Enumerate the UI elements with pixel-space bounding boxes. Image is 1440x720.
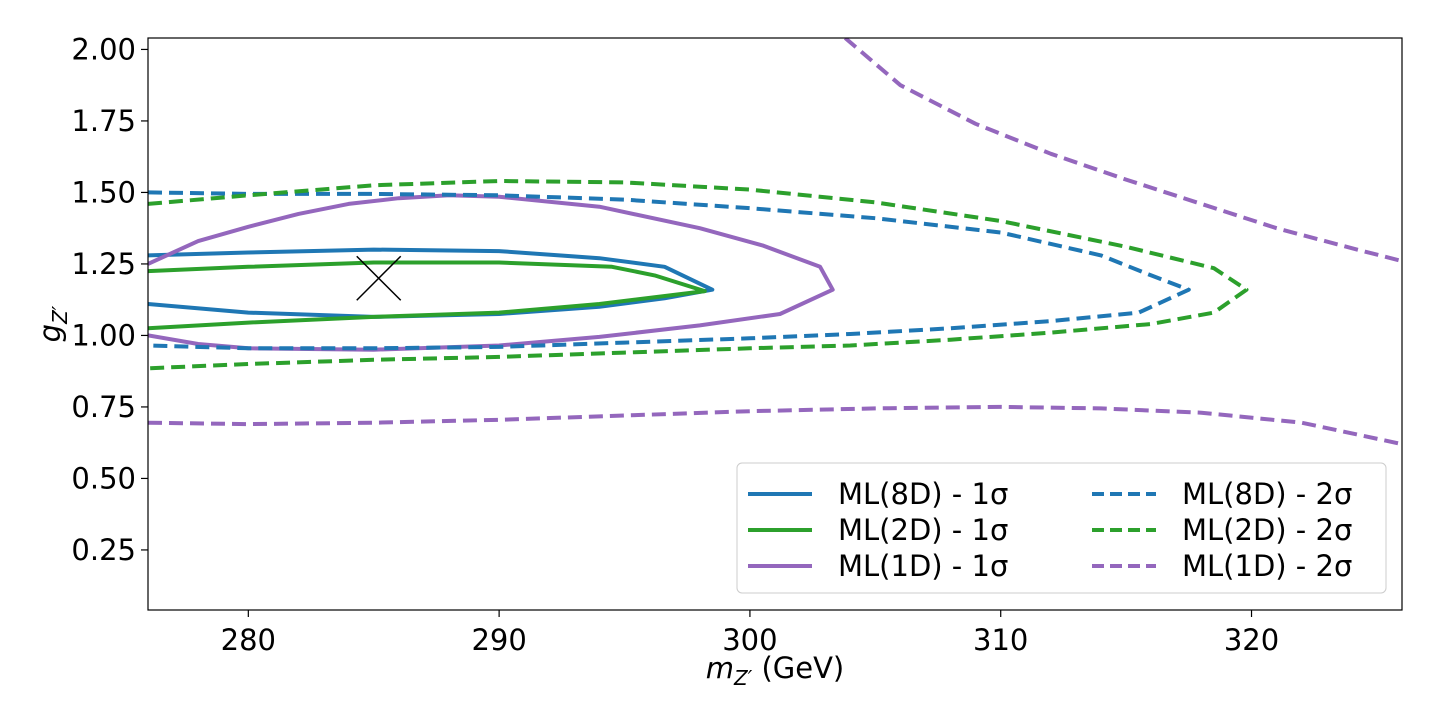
y-axis-ticks: 0.25 0.50 0.75 1.00 1.25 1.50 1.75 2.00 [71, 32, 148, 567]
best-fit-marker-stroke-b [356, 255, 402, 301]
y-tick-label: 1.50 [71, 175, 136, 209]
x-axis-label-subscript: Z′ [733, 666, 753, 690]
y-tick-label: 1.25 [71, 247, 136, 281]
legend-entry: ML(1D) - 1σ [748, 549, 1008, 583]
y-axis-label: gZ′ [33, 305, 72, 342]
x-axis-ticks: 280 290 300 310 320 [221, 610, 1279, 657]
x-axis-label-symbol: m [706, 651, 734, 685]
series-line-6 [843, 38, 1402, 264]
legend-entry: ML(2D) - 2σ [1092, 513, 1352, 547]
legend-label: ML(8D) - 1σ [838, 477, 1008, 511]
series-line-5 [148, 179, 1249, 371]
x-tick-label: 290 [471, 623, 526, 657]
y-tick-label: 0.75 [71, 390, 136, 424]
x-axis-label-unit: (GeV) [752, 651, 844, 685]
y-tick-label: 0.50 [71, 461, 136, 495]
y-tick-label: 2.00 [71, 32, 136, 66]
legend-entry: ML(2D) - 1σ [748, 513, 1008, 547]
legend-entry: ML(1D) - 2σ [1092, 549, 1352, 583]
x-axis-label: mZ′ (GeV) [706, 651, 845, 690]
x-tick-label: 300 [722, 623, 777, 657]
series-line-7 [148, 404, 1402, 447]
y-tick-label: 0.25 [71, 533, 136, 567]
x-tick-label: 280 [221, 623, 276, 657]
y-axis-label-subscript: Z′ [48, 305, 72, 325]
series-line-4 [148, 190, 1191, 351]
plot-frame [147, 37, 1403, 611]
series-layer [148, 38, 1402, 447]
x-tick-label: 320 [1224, 623, 1279, 657]
x-tick-label: 310 [973, 623, 1028, 657]
legend-label: ML(8D) - 2σ [1182, 477, 1352, 511]
y-tick-label: 1.00 [71, 318, 136, 352]
legend-entry: ML(8D) - 2σ [1092, 477, 1352, 511]
legend-label: ML(2D) - 2σ [1182, 513, 1352, 547]
marker-layer [356, 255, 402, 301]
legend-label: ML(1D) - 2σ [1182, 549, 1352, 583]
y-axis-label-symbol: g [33, 324, 67, 342]
legend-box [736, 462, 1387, 594]
best-fit-marker [356, 255, 402, 301]
series-line-2 [148, 260, 707, 331]
y-tick-label: 1.75 [71, 104, 136, 138]
legend-label: ML(1D) - 1σ [838, 549, 1008, 583]
legend-label: ML(2D) - 1σ [838, 513, 1008, 547]
legend-entry: ML(8D) - 1σ [748, 477, 1008, 511]
